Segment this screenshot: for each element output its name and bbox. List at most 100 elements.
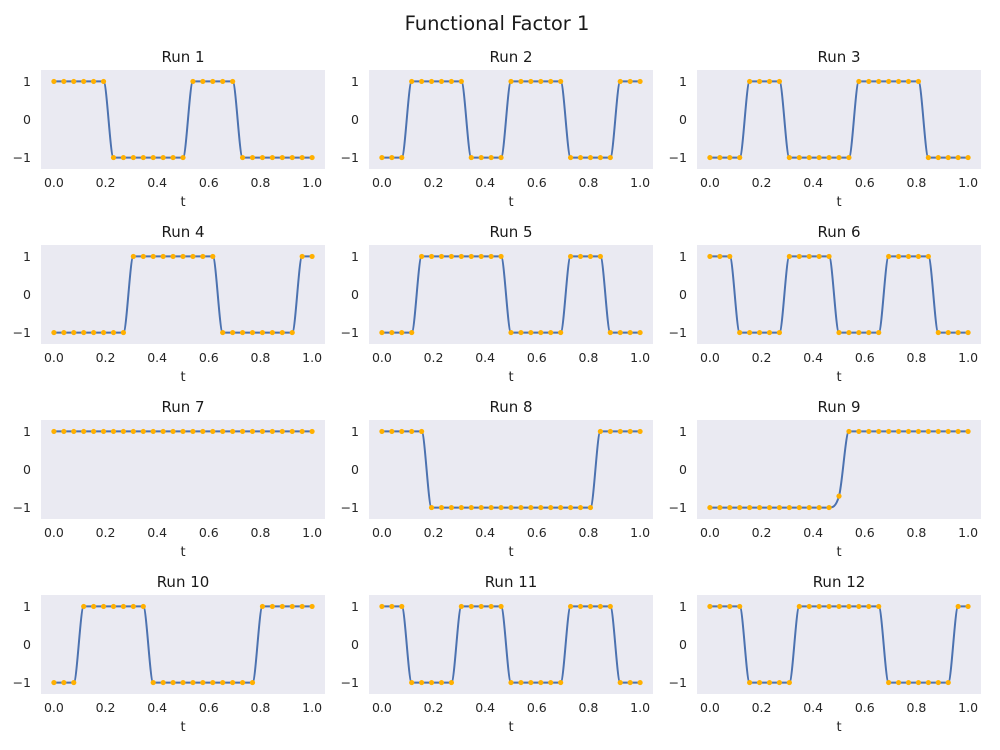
data-point: [886, 78, 892, 85]
y-tick-label: −1: [341, 675, 359, 690]
data-point: [737, 329, 743, 336]
data-point: [895, 428, 902, 435]
data-point: [448, 504, 455, 511]
data-point: [289, 428, 295, 435]
y-tick-label: 1: [351, 249, 359, 264]
data-point: [925, 428, 931, 435]
y-tick-label: 1: [679, 249, 687, 264]
y-tick-label: −1: [13, 500, 31, 515]
data-point: [915, 428, 922, 435]
data-point: [816, 504, 822, 511]
data-point: [279, 428, 285, 435]
data-point: [617, 329, 623, 336]
data-point: [567, 504, 574, 511]
data-point: [876, 603, 882, 610]
data-point: [826, 253, 832, 260]
data-point: [299, 603, 305, 610]
data-point: [776, 78, 783, 85]
plot-area: [41, 595, 325, 694]
data-point: [935, 428, 941, 435]
data-point: [707, 504, 713, 511]
subplot-title: Run 8: [489, 398, 532, 416]
data-point: [210, 679, 216, 686]
data-point: [180, 428, 186, 435]
data-point: [200, 428, 206, 435]
data-point: [747, 504, 753, 511]
data-point: [150, 253, 156, 260]
x-tick-label: 0.8: [907, 525, 927, 540]
data-point: [567, 603, 574, 610]
data-point: [180, 679, 186, 686]
data-point: [428, 679, 435, 686]
data-point: [886, 253, 892, 260]
data-point: [905, 253, 912, 260]
data-point: [230, 679, 236, 686]
data-point: [786, 504, 792, 511]
data-point: [528, 679, 534, 686]
data-point: [955, 154, 961, 161]
data-point: [776, 504, 783, 511]
data-point: [846, 154, 852, 161]
x-tick-label: 0.8: [579, 350, 599, 365]
x-tick-label: 0.4: [147, 175, 167, 190]
data-point: [438, 679, 445, 686]
data-point: [925, 253, 931, 260]
data-point: [816, 603, 822, 610]
data-point: [190, 428, 196, 435]
x-tick-label: 0.2: [424, 525, 444, 540]
data-point: [71, 329, 77, 336]
data-point: [756, 329, 763, 336]
x-tick-label: 0.8: [251, 175, 271, 190]
data-point: [200, 78, 206, 85]
data-point: [945, 679, 951, 686]
data-point: [91, 78, 97, 85]
data-point: [438, 78, 445, 85]
data-point: [488, 253, 494, 260]
data-point: [51, 78, 57, 85]
x-tick-label: 0.6: [855, 525, 875, 540]
data-point: [160, 253, 166, 260]
data-point: [786, 679, 792, 686]
y-tick-label: −1: [341, 150, 359, 165]
subplot-run-12: Run 12 −1 0 1 0.0 0.2 0.4 0.6 0.8 1.0 t: [669, 573, 981, 735]
x-tick-label: 0.0: [372, 700, 392, 715]
data-point: [180, 154, 186, 161]
y-tick-label: 0: [23, 112, 31, 127]
data-point: [200, 679, 206, 686]
y-tick-label: −1: [669, 150, 687, 165]
data-point: [538, 679, 544, 686]
data-point: [448, 78, 455, 85]
data-point: [528, 504, 534, 511]
data-point: [587, 154, 594, 161]
y-tick-label: 0: [351, 637, 359, 652]
x-tick-label: 0.4: [475, 175, 495, 190]
data-point: [389, 603, 395, 610]
x-tick-label: 0.8: [251, 350, 271, 365]
data-point: [51, 329, 57, 336]
data-point: [796, 253, 802, 260]
data-point: [269, 329, 275, 336]
x-tick-label: 0.8: [907, 350, 927, 365]
data-point: [866, 603, 872, 610]
data-point: [707, 154, 713, 161]
data-point: [399, 428, 405, 435]
data-point: [826, 603, 832, 610]
x-tick-label: 0.6: [199, 175, 219, 190]
y-tick-label: −1: [13, 675, 31, 690]
data-point: [259, 154, 266, 161]
plot-area: [41, 70, 325, 169]
data-point: [110, 329, 117, 336]
data-point: [925, 154, 931, 161]
x-tick-label: 0.0: [44, 525, 64, 540]
x-tick-label: 0.4: [803, 525, 823, 540]
data-point: [51, 679, 57, 686]
data-point: [895, 253, 902, 260]
data-point: [597, 253, 603, 260]
x-tick-label: 0.6: [199, 350, 219, 365]
data-point: [120, 428, 127, 435]
data-point: [836, 603, 842, 610]
data-point: [617, 679, 623, 686]
data-point: [91, 329, 97, 336]
data-point: [766, 679, 773, 686]
data-point: [637, 428, 643, 435]
